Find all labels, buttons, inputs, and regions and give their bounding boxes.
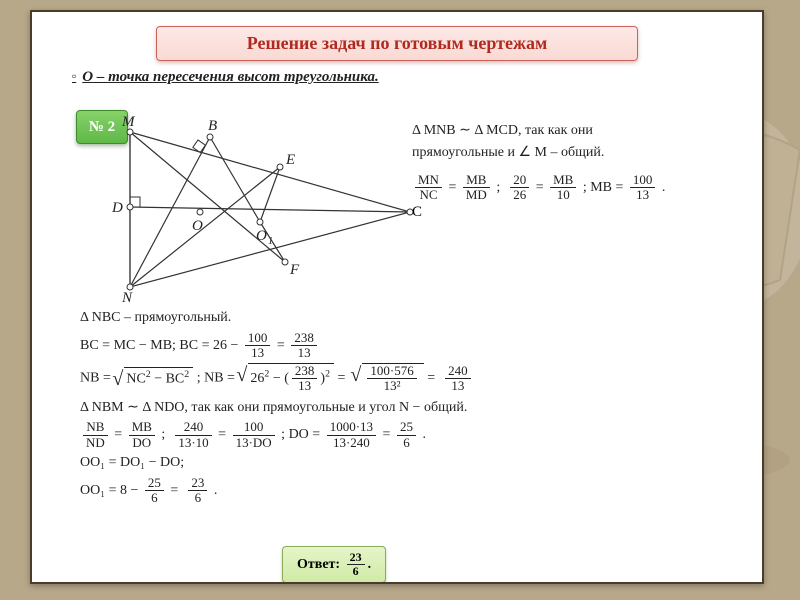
answer-label: Ответ: [297,557,340,572]
proportion-line: MNNC = MBMD ; 2026 = MB10 ; MB = 10013 . [412,173,742,203]
title-bar: Решение задач по готовым чертежам [156,26,638,61]
proportion-line-2: NBND = MBDO ; 24013·10 = 10013·DO ; DO =… [80,420,720,450]
frac-mb-md: MBMD [463,173,490,203]
title-text: Решение задач по готовым чертежам [247,33,548,53]
frac-do-val: 1000·1313·240 [327,420,376,450]
oo1-line-b: OO₁ = 8 − 256 = 236 . [80,476,720,506]
lower-math-block: Δ NBC – прямоугольный. BC = MC − MB; BC … [80,308,720,508]
nbc-line: Δ NBC – прямоугольный. [80,308,720,328]
svg-text:1: 1 [268,236,273,247]
frac-mb-10: MB10 [550,173,576,203]
nbm-line: Δ NBM ∼ Δ NDO, так как они прямоугольные… [80,398,720,418]
svg-text:B: B [208,118,217,134]
bullet-icon: ▫ [72,69,76,83]
similarity-line-1: Δ MNB ∼ Δ MCD, так как они [412,122,742,141]
svg-text:D: D [111,200,123,216]
frac-238-13: 23813 [291,331,317,361]
frac-nb-nd: NBND [83,420,108,450]
nb-line: NB = NC2 − BC2 ; NB = 262 − (23813)2 = 1… [80,363,720,394]
frac-mn-nc: MNNC [415,173,442,203]
frac-23-6: 236 [188,476,207,506]
frac-100-13: 10013 [630,173,656,203]
frac-100-13b: 10013 [245,331,271,361]
frac-240-1310: 24013·10 [175,420,211,450]
label-C: С [412,204,422,221]
bc-line: BC = MC − MB; BC = 26 − 10013 = 23813 [80,331,720,361]
svg-text:O: O [256,228,267,244]
subtitle: ▫ О – точка пересечения высот треугольник… [72,69,762,86]
svg-text:F: F [289,262,300,278]
slide-frame: Решение задач по готовым чертежам ▫ О – т… [30,10,764,584]
frac-25-6b: 256 [145,476,164,506]
frac-20-26: 2026 [510,173,529,203]
similarity-line-2: прямоугольные и ∠ M – общий. [412,144,742,163]
frac-25-6: 256 [397,420,416,450]
triangle-diagram: MB ED OO1 NF С [80,112,400,292]
answer-box: Ответ: 236. [282,546,386,583]
svg-text:E: E [285,152,295,168]
right-math-block: Δ MNB ∼ Δ MCD, так как они прямоугольные… [412,122,742,205]
oo1-line-a: OO₁ = DO₁ − DO; [80,453,720,473]
frac-mb-do: MBDO [129,420,155,450]
svg-text:O: O [192,218,203,234]
frac-240-13: 24013 [445,364,471,394]
frac-100-13do: 10013·DO [233,420,275,450]
sqrt-26: 262 − (23813)2 [238,363,334,394]
subtitle-text: О – точка пересечения высот треугольника… [82,69,378,85]
svg-text:M: M [121,114,136,130]
answer-frac: 236 [347,551,365,578]
svg-text:N: N [121,290,133,302]
sqrt-100576: 100·57613² [352,363,423,394]
sqrt-ncbc: NC2 − BC2 [114,367,193,389]
